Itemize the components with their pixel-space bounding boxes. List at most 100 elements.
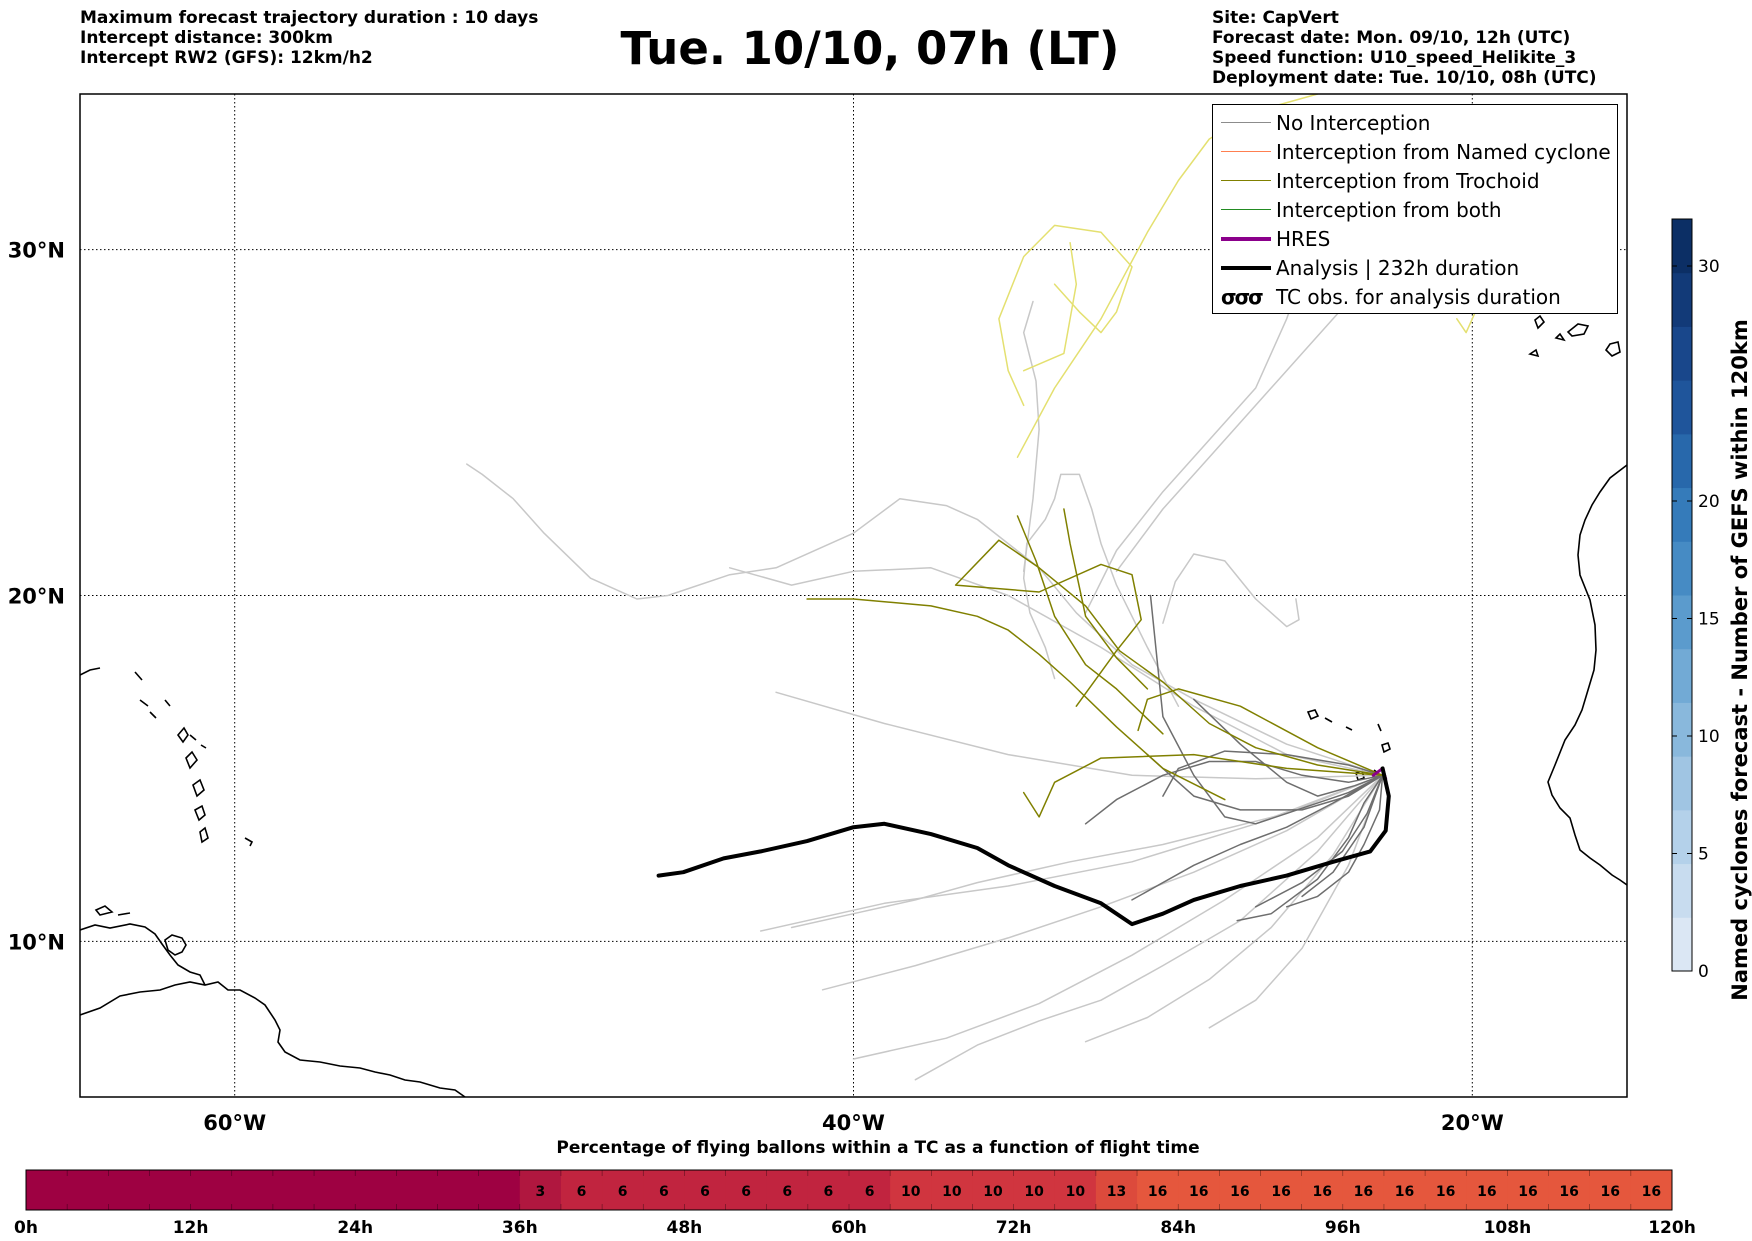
time-bar-cell xyxy=(1178,1170,1220,1210)
time-bar-cell xyxy=(1054,1170,1097,1210)
time-bar-cells: 3 6 6 6 6 6 6 6 6 10 10 10 10 10 13 16 16 16 16 16 16 16 16 16 1… xyxy=(25,1169,1673,1211)
intercept-distance-text: Intercept distance: 300km xyxy=(80,28,333,48)
axis-ticks: 60°W 40°W 20°W 10°N 20°N 30°N xyxy=(8,239,1504,1135)
legend-label: TC obs. for analysis duration xyxy=(1276,285,1561,309)
tc-obs-symbol-icon: σσσ xyxy=(1221,285,1264,309)
time-bar-cell xyxy=(766,1170,809,1210)
time-bar-cell xyxy=(560,1170,603,1210)
time-bar-cell xyxy=(602,1170,644,1210)
trajectory-no-interception xyxy=(759,774,1384,932)
chart-title: Tue. 10/10, 07h (LT) xyxy=(620,22,1120,75)
time-bar-tick-label: 120h xyxy=(1648,1218,1696,1238)
time-bar-cell xyxy=(1589,1170,1632,1210)
time-bar-ticks: 0h 12h 24h 36h 48h 60h 72h 84h 96h 108h 120h xyxy=(14,1218,1696,1238)
legend-label: Analysis | 232h duration xyxy=(1276,256,1520,280)
time-bar-value: 16 xyxy=(1189,1184,1208,1200)
trajectory-no-interception xyxy=(1193,698,1384,797)
time-bar-cell xyxy=(1466,1170,1508,1210)
legend-swatch xyxy=(1221,209,1271,211)
time-bar-cell xyxy=(807,1170,850,1210)
time-bar-value: 16 xyxy=(1436,1184,1455,1200)
time-bar-tick-label: 84h xyxy=(1160,1218,1196,1238)
colorbar-segment xyxy=(1672,702,1692,757)
trajectory-no-interception xyxy=(1285,774,1384,908)
legend-item-hres: HRES xyxy=(1213,225,1617,253)
trajectory-no-interception xyxy=(1301,774,1384,898)
time-bar-tick-label: 108h xyxy=(1484,1218,1532,1238)
legend-item-named-cyclone: Interception from Named cyclone xyxy=(1213,138,1617,166)
legend-item-trochoid: Interception from Trochoid xyxy=(1213,167,1617,195)
time-bar-cell xyxy=(849,1170,891,1210)
time-bar-value: 6 xyxy=(618,1184,628,1200)
time-bar-value: 16 xyxy=(1559,1184,1578,1200)
lat-tick-label: 20°N xyxy=(8,585,65,609)
time-bar-cell xyxy=(519,1170,562,1210)
trajectory-trochoid xyxy=(1016,515,1164,735)
time-bar-cell xyxy=(1548,1170,1591,1210)
trajectory-no-interception xyxy=(1162,750,1384,797)
time-bar-cell xyxy=(643,1170,685,1210)
time-bar-cell xyxy=(931,1170,973,1210)
time-bar-value: 16 xyxy=(1148,1184,1167,1200)
colorbar-tick-label: 20 xyxy=(1698,492,1720,512)
named-cyclones-colorbar: 0 5 10 15 20 30 xyxy=(1671,218,1720,982)
colorbar-segment xyxy=(1672,595,1692,650)
colorbar-tick-label: 0 xyxy=(1698,962,1709,982)
time-bar-tick-label: 24h xyxy=(337,1218,373,1238)
legend-item-no-interception: No Interception xyxy=(1213,109,1617,137)
colorbar-tick-label: 15 xyxy=(1698,610,1720,630)
lesser-antilles xyxy=(80,667,254,916)
colorbar-segment xyxy=(1672,541,1692,596)
trajectory-no-interception xyxy=(1254,774,1384,908)
legend-swatch xyxy=(1221,237,1271,241)
trajectory-trochoid-faded xyxy=(998,224,1133,407)
time-bar-value: 10 xyxy=(901,1184,921,1200)
time-bar-cell xyxy=(1260,1170,1303,1210)
trajectory-no-interception xyxy=(1162,553,1300,628)
colorbar-frame xyxy=(1671,218,1693,972)
trajectory-no-interception xyxy=(1149,594,1384,825)
time-bar-value: 6 xyxy=(659,1184,669,1200)
canary-islands xyxy=(1528,314,1621,358)
lat-tick-label: 30°N xyxy=(8,239,65,263)
time-bar-cell xyxy=(1013,1170,1056,1210)
trajectory-no-interception xyxy=(1084,760,1384,825)
time-bar-cell xyxy=(972,1170,1015,1210)
time-bar-value: 16 xyxy=(1518,1184,1537,1200)
trajectory-trochoid-faded xyxy=(1022,241,1078,372)
trajectory-no-interception xyxy=(852,774,1384,1060)
time-bar-value: 16 xyxy=(1354,1184,1373,1200)
time-bar-tick-label: 96h xyxy=(1325,1218,1361,1238)
legend-label: Interception from Named cyclone xyxy=(1276,140,1611,164)
time-bar-tick-label: 36h xyxy=(502,1218,538,1238)
site-info: Site: CapVert Forecast date: Mon. 09/10,… xyxy=(1212,8,1597,88)
colorbar-tick-label: 10 xyxy=(1698,727,1720,747)
trajectory-trochoid xyxy=(954,539,1384,777)
tc-percentage-time-bar: 3 6 6 6 6 6 6 6 6 10 10 10 10 10 13 16 16 16 16 16 16 16 16 16 1… xyxy=(14,1169,1696,1238)
forecast-date-text: Forecast date: Mon. 09/10, 12h (UTC) xyxy=(1212,28,1571,48)
time-bar-cell xyxy=(1301,1170,1344,1210)
time-bar-cell xyxy=(1507,1170,1550,1210)
time-bar-frame xyxy=(25,1169,1673,1211)
colorbar-tick-label: 5 xyxy=(1698,845,1709,865)
forecast-parameters: Maximum forecast trajectory duration : 1… xyxy=(80,8,538,68)
trajectory-trochoid xyxy=(806,598,1226,801)
time-bar-cell xyxy=(725,1170,768,1210)
trajectory-no-interception xyxy=(1084,774,1384,1043)
time-bar-value: 16 xyxy=(1312,1184,1331,1200)
legend-label: No Interception xyxy=(1276,111,1431,135)
trajectory-no-interception xyxy=(914,774,1384,1081)
time-bar-value: 6 xyxy=(700,1184,710,1200)
legend-label: Interception from Trochoid xyxy=(1276,169,1540,193)
colorbar-segment xyxy=(1672,756,1692,811)
time-bar-cell xyxy=(1219,1170,1261,1210)
venezuela-coast xyxy=(80,923,206,986)
time-bar-value: 6 xyxy=(741,1184,751,1200)
colorbar-segment xyxy=(1672,380,1692,435)
colorbar-segment xyxy=(1672,326,1692,381)
trajectory-no-interception xyxy=(1146,753,1384,811)
legend-swatch xyxy=(1221,266,1271,270)
site-text: Site: CapVert xyxy=(1212,8,1339,28)
time-bar-cell xyxy=(1383,1170,1426,1210)
legend-item-both: Interception from both xyxy=(1213,196,1617,224)
